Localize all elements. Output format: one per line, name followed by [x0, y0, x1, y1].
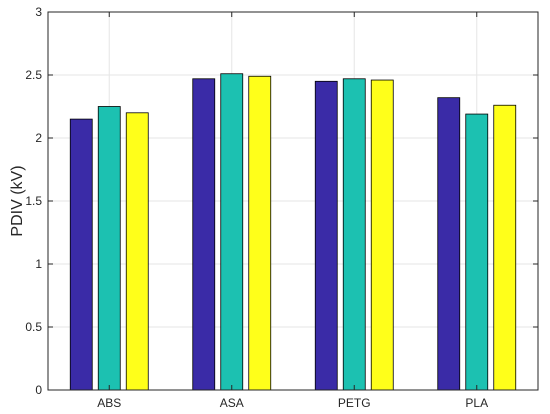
bar-pla-series-2	[465, 113, 489, 391]
bar-abs-series-1	[69, 118, 93, 391]
bar-pla-series-3	[493, 104, 517, 391]
bar-pla-series-1	[437, 97, 461, 391]
y-tick-label: 1.5	[25, 194, 42, 208]
y-tick-label: 3	[35, 5, 42, 19]
y-tick-label: 1	[35, 257, 42, 271]
bar-petg-series-2	[342, 78, 366, 391]
y-axis-label: PDIV (kV)	[9, 165, 26, 236]
y-tick-label: 0	[35, 383, 42, 397]
x-tick-label: ASA	[220, 396, 244, 410]
bar-petg-series-3	[370, 79, 394, 391]
bar-asa-series-1	[192, 78, 216, 391]
x-tick-labels: ABS ASA PETG PLA	[97, 396, 488, 410]
y-tick-label: 0.5	[25, 320, 42, 334]
x-tick-label: ABS	[97, 396, 121, 410]
bar-petg-series-1	[314, 80, 338, 391]
y-tick-label: 2.5	[25, 68, 42, 82]
x-tick-label: PETG	[338, 396, 371, 410]
y-tick-label: 2	[35, 131, 42, 145]
x-tick-label: PLA	[465, 396, 488, 410]
axes-frame	[47, 11, 539, 391]
y-tick-labels: 0 0.5 1 1.5 2 2.5 3	[25, 5, 42, 397]
bar-asa-series-2	[220, 73, 244, 391]
bar-abs-series-3	[125, 112, 149, 391]
bar-asa-series-3	[248, 75, 272, 391]
bar-abs-series-2	[97, 106, 121, 391]
